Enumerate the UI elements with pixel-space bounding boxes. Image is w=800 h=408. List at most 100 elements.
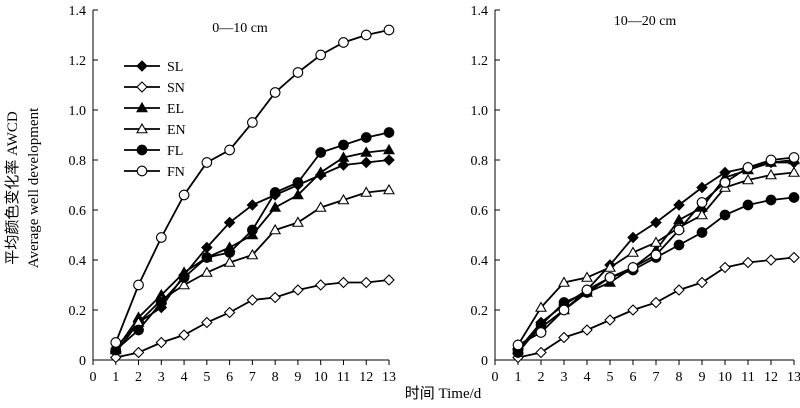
data-point-sn <box>384 275 394 285</box>
data-point-en <box>384 185 394 194</box>
y-tick-label: 0 <box>79 354 86 369</box>
legend-label: EN <box>167 123 186 138</box>
legend-item-en: EN <box>124 123 186 138</box>
legend-item-el: EL <box>124 102 184 117</box>
legend-label: SL <box>167 60 183 75</box>
x-tick-label: 10 <box>314 370 328 385</box>
legend-marker <box>137 145 147 155</box>
data-point-fn <box>743 163 753 173</box>
series-line-sn <box>116 280 389 358</box>
data-point-fl <box>157 298 167 308</box>
x-tick-label: 10 <box>718 370 732 385</box>
data-point-fn <box>513 340 523 350</box>
data-point-sn <box>134 348 144 358</box>
data-point-sn <box>697 278 707 288</box>
data-point-fl <box>293 178 303 188</box>
panel-title: 0—10 cm <box>212 21 268 36</box>
data-point-fn <box>157 233 167 243</box>
data-point-sn <box>559 333 569 343</box>
data-point-fl <box>270 188 280 198</box>
legend-item-sn: SN <box>124 81 185 96</box>
data-point-sn <box>316 280 326 290</box>
data-point-sn <box>651 298 661 308</box>
x-tick-label: 13 <box>787 370 800 385</box>
legend-marker <box>137 61 147 71</box>
x-tick-label: 5 <box>607 370 614 385</box>
y-tick-label: 1.4 <box>471 4 489 19</box>
y-tick-label: 0.2 <box>471 304 489 319</box>
series-line-en <box>116 190 389 348</box>
data-point-sn <box>156 338 166 348</box>
data-point-fl <box>225 248 235 258</box>
x-tick-label: 13 <box>382 370 396 385</box>
x-tick-label: 2 <box>135 370 142 385</box>
data-point-sn <box>247 295 257 305</box>
data-point-el <box>316 168 326 177</box>
legend-marker <box>137 166 147 176</box>
data-point-fl <box>766 195 776 205</box>
legend: SL SN EL EN FL FN <box>124 60 186 180</box>
data-point-sn <box>202 318 212 328</box>
x-tick-label: 9 <box>294 370 301 385</box>
series-fl <box>111 128 394 355</box>
data-point-fn <box>293 68 303 78</box>
series-sn <box>513 253 799 363</box>
data-point-sl <box>384 155 394 165</box>
data-point-fn <box>766 155 776 165</box>
x-tick-label: 6 <box>630 370 637 385</box>
x-tick-label: 0 <box>90 370 97 385</box>
data-point-sn <box>628 305 638 315</box>
legend-label: FL <box>167 144 183 159</box>
x-tick-label: 11 <box>337 370 350 385</box>
legend-marker <box>137 82 147 92</box>
series-fn <box>513 153 799 350</box>
x-tick-label: 3 <box>158 370 165 385</box>
x-tick-label: 8 <box>676 370 683 385</box>
y-tick-label: 1.0 <box>471 104 489 119</box>
data-point-fl <box>248 225 258 235</box>
data-point-fl <box>674 240 684 250</box>
x-tick-label: 5 <box>203 370 210 385</box>
data-point-fl <box>339 140 349 150</box>
data-point-fn <box>179 190 189 200</box>
data-point-fn <box>697 198 707 208</box>
data-point-sl <box>361 158 371 168</box>
data-point-sn <box>293 285 303 295</box>
data-point-fl <box>179 273 189 283</box>
y-tick-label: 0.8 <box>471 154 489 169</box>
data-point-fn <box>628 263 638 273</box>
x-tick-label: 7 <box>249 370 256 385</box>
data-point-fl <box>789 193 799 203</box>
legend-item-fl: FL <box>124 144 183 159</box>
y-tick-label: 0.6 <box>471 204 489 219</box>
data-point-sn <box>789 253 799 263</box>
x-tick-label: 0 <box>492 370 499 385</box>
x-tick-label: 11 <box>741 370 754 385</box>
y-axis-label-chinese: 平均颜色变化率 AWCD <box>4 111 21 265</box>
x-tick-label: 1 <box>515 370 522 385</box>
data-point-fn <box>536 328 546 338</box>
y-tick-label: 1.2 <box>471 54 489 69</box>
data-point-fn <box>720 178 730 188</box>
data-point-fl <box>697 228 707 238</box>
x-tick-label: 7 <box>653 370 660 385</box>
legend-label: SN <box>167 81 185 96</box>
data-point-fl <box>720 210 730 220</box>
y-tick-label: 0.4 <box>471 254 489 269</box>
data-point-fn <box>559 305 569 315</box>
data-point-sn <box>674 285 684 295</box>
data-point-fn <box>225 145 235 155</box>
data-point-fn <box>789 153 799 163</box>
data-point-sn <box>536 348 546 358</box>
y-axis-label-english: Average well development <box>26 107 42 268</box>
legend-label: FN <box>167 165 185 180</box>
data-point-fl <box>316 148 326 158</box>
x-tick-label: 4 <box>584 370 591 385</box>
data-point-fl <box>384 128 394 138</box>
data-point-sn <box>225 308 235 318</box>
x-tick-label: 2 <box>538 370 545 385</box>
data-point-fl <box>202 253 212 263</box>
data-point-fn <box>270 88 280 98</box>
